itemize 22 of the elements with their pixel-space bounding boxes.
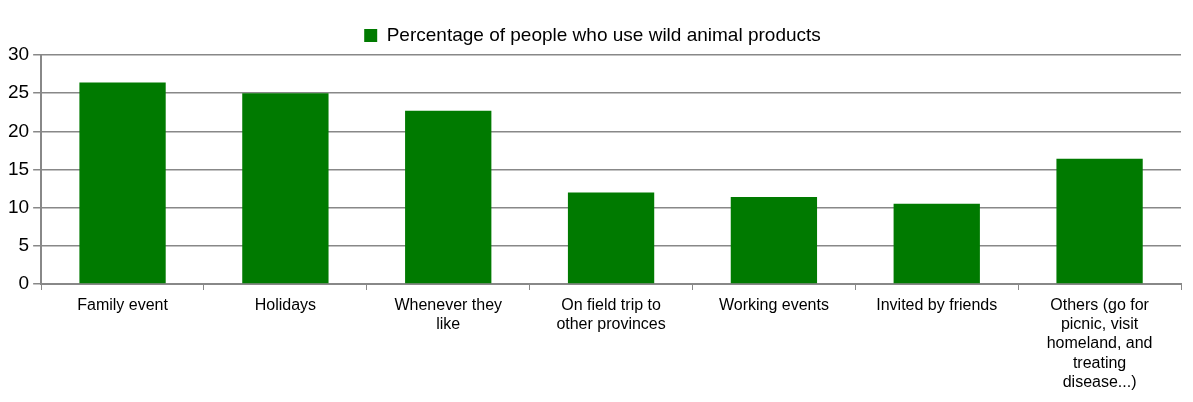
y-tick-label: 20 bbox=[7, 119, 30, 141]
x-tick-label: Others (go for picnic, visit homeland, and treating disease...) bbox=[1046, 296, 1153, 390]
y-tick-label: 10 bbox=[7, 195, 30, 217]
y-tick-label: 30 bbox=[7, 43, 30, 65]
x-tick-label: Working events bbox=[718, 296, 829, 314]
legend-label: Percentage of people who use wild animal products bbox=[386, 23, 821, 45]
x-tick-label: Holidays bbox=[254, 296, 317, 314]
x-tick-label: Family event bbox=[77, 296, 169, 314]
bar bbox=[242, 93, 329, 284]
bar bbox=[567, 192, 655, 284]
bar bbox=[405, 110, 492, 284]
y-tick-label: 25 bbox=[7, 81, 30, 103]
x-tick-label: On field trip to other provinces bbox=[556, 296, 666, 333]
y-tick-label: 5 bbox=[18, 234, 30, 256]
x-tick-label: Invited by friends bbox=[876, 296, 998, 314]
bar bbox=[893, 203, 980, 284]
y-tick-label: 0 bbox=[18, 272, 30, 294]
y-tick-label: 15 bbox=[7, 157, 30, 179]
bar bbox=[1056, 158, 1143, 284]
x-tick-label: Whenever they like bbox=[394, 296, 503, 333]
bar bbox=[730, 196, 818, 284]
bar bbox=[79, 82, 166, 284]
